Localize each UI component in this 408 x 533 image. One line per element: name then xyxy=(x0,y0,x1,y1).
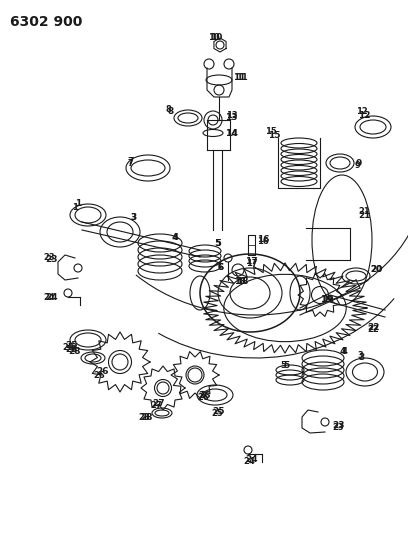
Text: 14: 14 xyxy=(226,128,238,138)
Text: 6302 900: 6302 900 xyxy=(10,15,82,29)
Text: 28: 28 xyxy=(68,348,80,357)
Text: 5: 5 xyxy=(214,239,220,248)
Text: 10: 10 xyxy=(208,34,220,43)
Text: 9: 9 xyxy=(355,160,361,169)
Text: 28: 28 xyxy=(65,345,77,354)
Text: 3: 3 xyxy=(357,351,363,360)
Text: 21: 21 xyxy=(358,211,370,220)
Text: 6: 6 xyxy=(217,263,223,272)
Text: 22: 22 xyxy=(367,326,379,335)
Text: 27: 27 xyxy=(152,399,164,408)
Text: 26: 26 xyxy=(197,392,209,401)
Text: 25: 25 xyxy=(65,341,78,350)
Text: 23: 23 xyxy=(43,254,55,262)
Text: 4: 4 xyxy=(173,232,179,241)
Text: 7: 7 xyxy=(127,158,133,167)
Text: 16: 16 xyxy=(257,238,269,246)
Text: 4: 4 xyxy=(172,232,178,241)
Text: 26: 26 xyxy=(96,367,109,376)
Text: 13: 13 xyxy=(226,111,237,120)
Text: 3: 3 xyxy=(358,353,364,362)
Text: 26: 26 xyxy=(93,370,105,379)
Text: 11: 11 xyxy=(236,74,248,83)
Text: 28: 28 xyxy=(140,414,153,423)
Text: 4: 4 xyxy=(342,348,348,357)
Text: 24: 24 xyxy=(43,293,55,302)
Text: 17: 17 xyxy=(245,257,257,266)
Text: 12: 12 xyxy=(356,108,368,117)
Text: 18: 18 xyxy=(236,278,248,287)
Text: 6: 6 xyxy=(217,263,223,272)
Text: 24: 24 xyxy=(243,457,255,466)
Text: 13: 13 xyxy=(225,114,237,123)
Text: 26: 26 xyxy=(198,391,211,400)
Text: 25: 25 xyxy=(62,343,74,352)
Text: 22: 22 xyxy=(367,324,379,333)
Text: 5: 5 xyxy=(280,360,286,369)
Text: 18: 18 xyxy=(234,278,246,287)
Text: 20: 20 xyxy=(370,265,381,274)
Text: 21: 21 xyxy=(358,207,370,216)
Text: 10: 10 xyxy=(210,34,222,43)
Text: 4: 4 xyxy=(340,348,346,357)
Text: 5: 5 xyxy=(215,238,221,247)
Text: 8: 8 xyxy=(168,108,174,117)
Text: 3: 3 xyxy=(130,214,136,222)
Text: 8: 8 xyxy=(166,106,172,115)
Text: 14: 14 xyxy=(225,128,237,138)
Text: 1: 1 xyxy=(75,198,81,207)
Text: 25: 25 xyxy=(211,408,223,417)
Text: 9: 9 xyxy=(355,158,361,167)
Text: 15: 15 xyxy=(268,131,281,140)
Text: 27: 27 xyxy=(150,400,162,409)
Text: 23: 23 xyxy=(332,423,344,432)
Text: 1: 1 xyxy=(72,204,78,213)
Text: 19: 19 xyxy=(322,295,334,304)
Text: 17: 17 xyxy=(246,259,257,268)
Text: 24: 24 xyxy=(245,456,257,464)
Text: 5: 5 xyxy=(283,360,289,369)
Text: 12: 12 xyxy=(358,110,370,119)
Text: 3: 3 xyxy=(130,214,136,222)
Text: 16: 16 xyxy=(257,236,270,245)
Text: 7: 7 xyxy=(127,157,133,166)
Text: 20: 20 xyxy=(370,265,382,274)
Text: 23: 23 xyxy=(332,421,344,430)
Text: 11: 11 xyxy=(233,74,246,83)
Text: 24: 24 xyxy=(45,294,58,303)
Text: 15: 15 xyxy=(265,127,277,136)
Text: 25: 25 xyxy=(212,408,224,416)
Text: 23: 23 xyxy=(45,255,58,264)
Text: 28: 28 xyxy=(138,414,150,423)
Text: 19: 19 xyxy=(320,295,333,304)
